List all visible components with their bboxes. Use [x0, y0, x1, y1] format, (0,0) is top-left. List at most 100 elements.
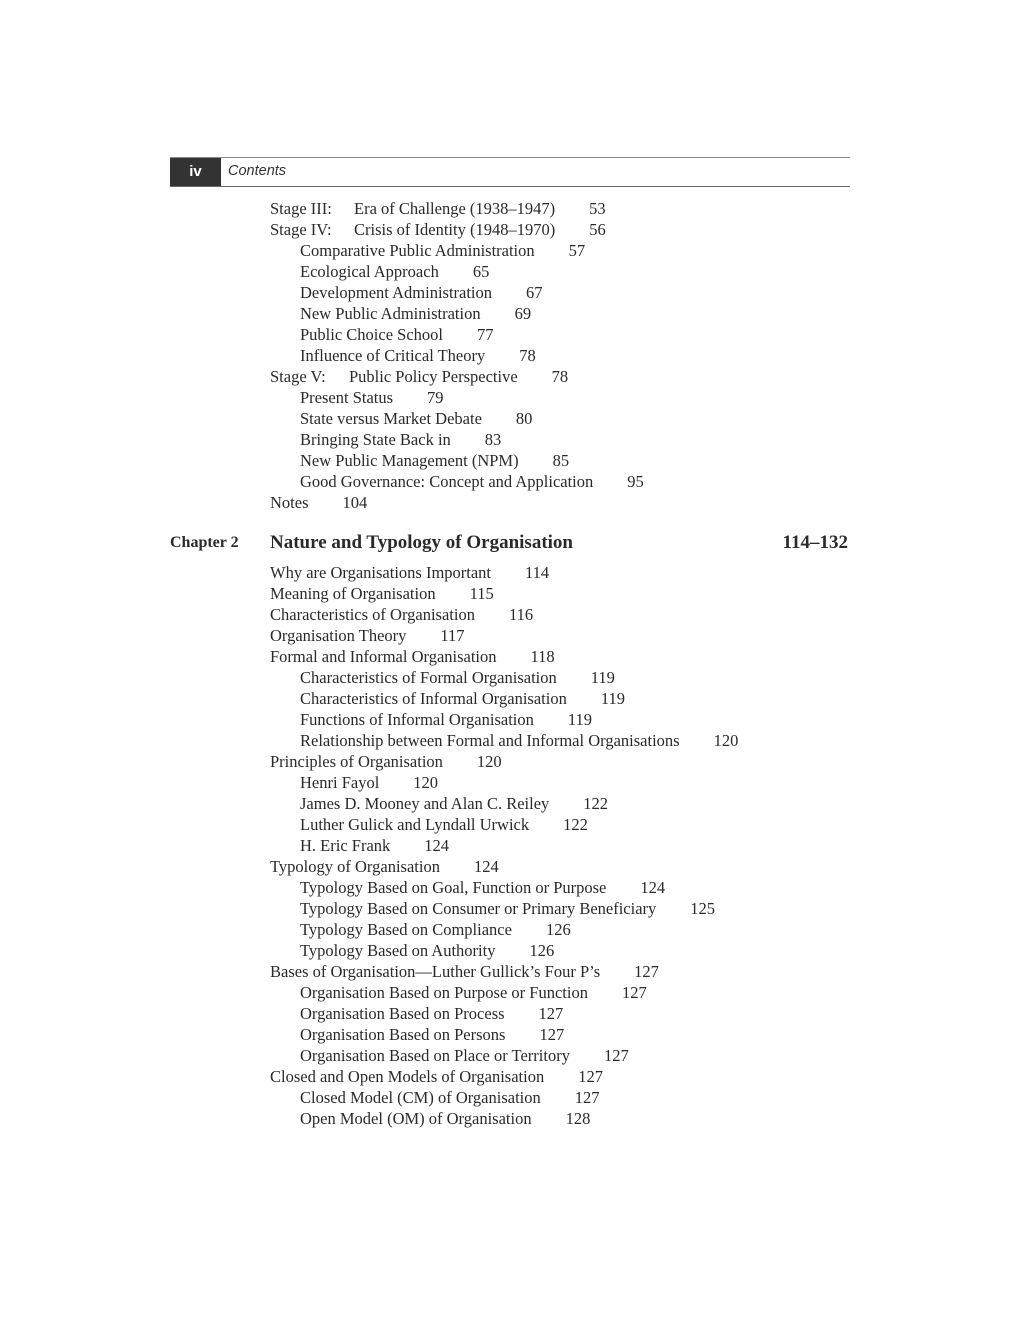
toc-entry-page: 120 — [713, 731, 739, 750]
toc-entry: Luther Gulick and Lyndall Urwick 122 — [270, 814, 850, 835]
toc-entry: Why are Organisations Important 114 — [270, 562, 850, 583]
toc-entry-page: 114 — [525, 563, 550, 582]
toc-entry-title: New Public Management (NPM) — [300, 451, 519, 470]
toc-entry-page: 116 — [508, 605, 534, 624]
toc-entry-page: 83 — [484, 430, 502, 449]
toc-entry-page: 118 — [530, 647, 555, 666]
toc-entry-title: Typology of Organisation — [270, 857, 440, 876]
toc-entry: Principles of Organisation 120 — [270, 751, 850, 772]
toc-entry-title: State versus Market Debate — [300, 409, 482, 428]
toc-entry-title: Typology Based on Consumer or Primary Be… — [300, 899, 657, 918]
toc-entry: Functions of Informal Organisation 119 — [270, 709, 850, 730]
toc-entry: Henri Fayol 120 — [270, 772, 850, 793]
toc-entry-page: 127 — [539, 1025, 565, 1044]
toc-entry-page: 85 — [552, 451, 570, 470]
toc-entry: Typology Based on Consumer or Primary Be… — [270, 898, 850, 919]
toc-entry: Notes 104 — [270, 492, 850, 513]
toc-entry: Present Status 79 — [270, 387, 850, 408]
toc-entry-label: Stage IV: — [270, 220, 332, 239]
toc-entry-page: 120 — [413, 773, 439, 792]
toc-entry-page: 77 — [477, 325, 494, 344]
toc-entry: Open Model (OM) of Organisation 128 — [270, 1108, 850, 1129]
toc-entry-page: 127 — [621, 983, 647, 1002]
toc-entry-title: Public Policy Perspective — [349, 367, 518, 386]
toc-entry-page: 65 — [472, 262, 490, 281]
toc-entry-page: 122 — [563, 815, 588, 834]
chapter-title: Nature and Typology of Organisation — [270, 532, 573, 553]
toc-entry: Development Administration 67 — [270, 282, 850, 303]
toc-entry: Bringing State Back in 83 — [270, 429, 850, 450]
toc-entry-page: 78 — [519, 346, 536, 365]
toc-entry-title: Typology Based on Compliance — [300, 920, 512, 939]
toc-entry-page: 119 — [590, 668, 615, 687]
toc-entry: Organisation Theory 117 — [270, 625, 850, 646]
toc-entry-title: Organisation Theory — [270, 626, 407, 645]
toc-entry-page: 119 — [567, 710, 593, 729]
toc-entry-page: 117 — [440, 626, 465, 645]
toc-entry-title: Public Choice School — [300, 325, 443, 344]
toc-entry: Ecological Approach 65 — [270, 261, 850, 282]
toc-entry: Comparative Public Administration 57 — [270, 240, 850, 261]
toc-entry: Meaning of Organisation 115 — [270, 583, 850, 604]
toc-entry-title: Principles of Organisation — [270, 752, 443, 771]
toc-entry-title: Open Model (OM) of Organisation — [300, 1109, 532, 1128]
toc-entry-page: 115 — [469, 584, 494, 603]
toc-entry-title: Era of Challenge (1938–1947) — [354, 199, 556, 218]
toc-entry-title: Formal and Informal Organisation — [270, 647, 497, 666]
toc-entry-page: 124 — [640, 878, 666, 897]
toc-entry: Organisation Based on Purpose or Functio… — [270, 982, 850, 1003]
toc-entry-page: 80 — [515, 409, 533, 428]
toc-entry: Formal and Informal Organisation 118 — [270, 646, 850, 667]
toc-entry-title: Relationship between Formal and Informal… — [300, 731, 680, 750]
toc-entry-title: Characteristics of Formal Organisation — [300, 668, 557, 687]
toc-entry-page: 95 — [627, 472, 644, 491]
running-header: iv Contents — [170, 157, 850, 187]
toc-entry-page: 122 — [583, 794, 609, 813]
toc-entry-page: 79 — [427, 388, 444, 407]
toc-entry-title: Characteristics of Organisation — [270, 605, 475, 624]
toc-entry-title: Closed Model (CM) of Organisation — [300, 1088, 541, 1107]
toc-entry: Bases of Organisation—Luther Gullick’s F… — [270, 961, 850, 982]
toc-entry-page: 127 — [538, 1004, 564, 1023]
toc-entry: Good Governance: Concept and Application… — [270, 471, 850, 492]
toc-entry-title: H. Eric Frank — [300, 836, 391, 855]
toc-entry-page: 104 — [342, 493, 368, 512]
toc-entry-page: 127 — [634, 962, 659, 981]
toc-entry: Typology Based on Goal, Function or Purp… — [270, 877, 850, 898]
toc-entry-page: 126 — [529, 941, 555, 960]
toc-entry-title: Functions of Informal Organisation — [300, 710, 534, 729]
toc-entry-title: James D. Mooney and Alan C. Reiley — [300, 794, 550, 813]
toc-entry: Characteristics of Formal Organisation 11… — [270, 667, 850, 688]
toc-entry: Typology Based on Authority 126 — [270, 940, 850, 961]
toc-entry-page: 127 — [574, 1088, 600, 1107]
toc-entry-title: Crisis of Identity (1948–1970) — [354, 220, 556, 239]
toc-entry: Influence of Critical Theory 78 — [270, 345, 850, 366]
toc-entry-title: Organisation Based on Place or Territory — [300, 1046, 570, 1065]
toc-entry-title: Meaning of Organisation — [270, 584, 436, 603]
chapter-heading: Chapter 2 Nature and Typology of Organis… — [170, 531, 848, 555]
toc-entry: Stage V: Public Policy Perspective 78 — [270, 366, 850, 387]
toc-entry-title: New Public Administration — [300, 304, 481, 323]
page-number: iv — [170, 158, 221, 186]
toc-entry-title: Bringing State Back in — [300, 430, 451, 449]
chapter-label: Chapter 2 — [170, 534, 239, 551]
toc-entry: State versus Market Debate 80 — [270, 408, 850, 429]
toc-entry: Stage III: Era of Challenge (1938–1947) 53 — [270, 198, 850, 219]
toc-entry-page: 78 — [551, 367, 569, 386]
toc-entry-title: Closed and Open Models of Organisation — [270, 1067, 545, 1086]
toc-entry-page: 57 — [568, 241, 586, 260]
toc-entry-title: Characteristics of Informal Organisation — [300, 689, 567, 708]
toc-entry-title: Development Administration — [300, 283, 493, 302]
toc-entry-title: Luther Gulick and Lyndall Urwick — [300, 815, 530, 834]
toc-entry: New Public Management (NPM) 85 — [270, 450, 850, 471]
toc-entry: Characteristics of Informal Organisation… — [270, 688, 850, 709]
toc-entry-title: Good Governance: Concept and Application — [300, 472, 594, 491]
toc-entry: Organisation Based on Persons 127 — [270, 1024, 850, 1045]
toc-entry: New Public Administration 69 — [270, 303, 850, 324]
toc-entry-title: Organisation Based on Process — [300, 1004, 505, 1023]
toc-entry-title: Organisation Based on Persons — [300, 1025, 506, 1044]
toc-entry: James D. Mooney and Alan C. Reiley 122 — [270, 793, 850, 814]
toc-entry: H. Eric Frank 124 — [270, 835, 850, 856]
toc-entry-label: Stage III: — [270, 199, 332, 218]
toc-entry-title: Henri Fayol — [300, 773, 380, 792]
